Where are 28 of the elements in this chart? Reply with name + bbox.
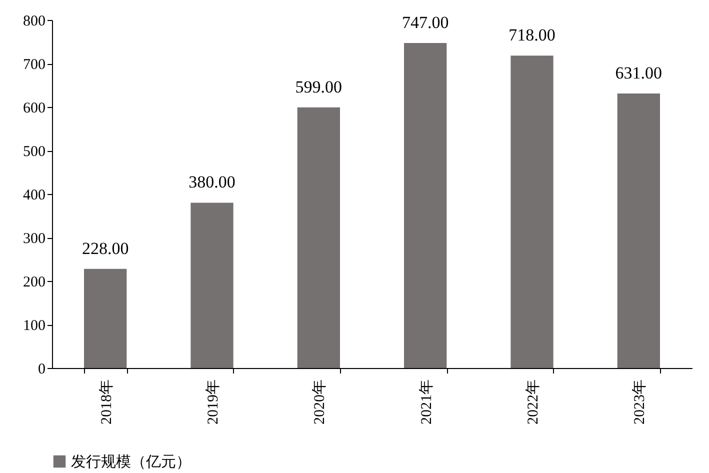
- bar: [404, 43, 447, 368]
- y-tick-label: 800: [23, 14, 46, 30]
- x-tick-label: 2020年: [311, 380, 328, 424]
- x-tick-label: 2023年: [631, 380, 648, 424]
- x-tick-label: 2019年: [204, 380, 222, 424]
- bar: [510, 56, 554, 368]
- y-tick-label: 500: [23, 144, 46, 160]
- y-tick-label: 700: [23, 57, 46, 73]
- x-tick-label: 2018年: [98, 380, 115, 424]
- bar: [84, 268, 127, 368]
- y-tick-label: 200: [23, 274, 46, 290]
- legend-label: 发行规模（亿元）: [71, 454, 191, 470]
- bar: [190, 202, 234, 368]
- x-tick-label: 2021年: [418, 380, 435, 424]
- y-tick-label: 100: [23, 318, 46, 334]
- text: 718.00: [508, 26, 556, 45]
- text: 228.00: [82, 238, 129, 258]
- bar: [617, 94, 660, 368]
- y-tick-label: 600: [23, 100, 46, 116]
- y-tick-label: 300: [23, 231, 46, 247]
- text: 599.00: [295, 77, 342, 96]
- y-tick-label: 400: [23, 188, 46, 204]
- text: 631.00: [615, 64, 662, 83]
- x-tick-label: 2022年: [524, 380, 542, 424]
- text: 747.00: [402, 13, 449, 32]
- y-tick-label: 0: [38, 362, 46, 378]
- text: 380.00: [188, 172, 236, 192]
- bar: [297, 107, 340, 368]
